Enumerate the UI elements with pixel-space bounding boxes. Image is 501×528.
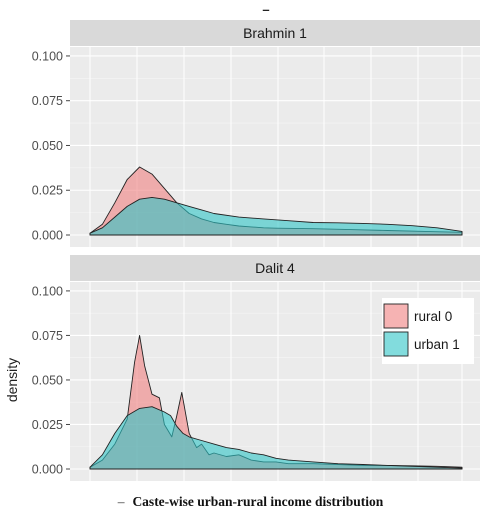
facet-strip-label: Dalit 4 [255, 260, 295, 276]
y-tick-label: 0.025 [32, 184, 63, 198]
y-tick-label: 0.050 [32, 373, 63, 387]
y-tick-label: 0.000 [32, 229, 63, 243]
y-tick-label: 0.100 [32, 49, 63, 63]
legend-label: rural 0 [414, 309, 452, 324]
y-tick-label: 0.050 [32, 139, 63, 153]
legend-label: urban 1 [414, 337, 460, 352]
figure-caption: – Caste-wise urban-rural income distribut… [0, 494, 501, 510]
legend-key-rural [383, 303, 409, 329]
y-tick-label: 0.075 [32, 94, 63, 108]
top-mark: – [262, 2, 269, 17]
density-area-urban [89, 406, 463, 470]
caption-text: Caste-wise urban-rural income distributi… [132, 494, 384, 509]
density-area-urban [89, 196, 463, 236]
facet-strip [70, 255, 480, 281]
y-axis-label: density [4, 358, 20, 402]
density-chart: – density Brahmin 1 0.000 0.025 0.050 0.075 0… [4, 2, 480, 481]
facet-strip-label: Brahmin 1 [243, 25, 307, 41]
y-tick-label: 0.075 [32, 329, 63, 343]
legend-key-urban [383, 331, 409, 357]
facet-strip [70, 20, 480, 46]
y-tick-label: 0.000 [32, 463, 63, 477]
legend: rural 0 urban 1 [382, 298, 474, 364]
y-tick-label: 0.100 [32, 284, 63, 298]
y-tick-label: 0.025 [32, 418, 63, 432]
caption-dash: – [117, 494, 125, 509]
